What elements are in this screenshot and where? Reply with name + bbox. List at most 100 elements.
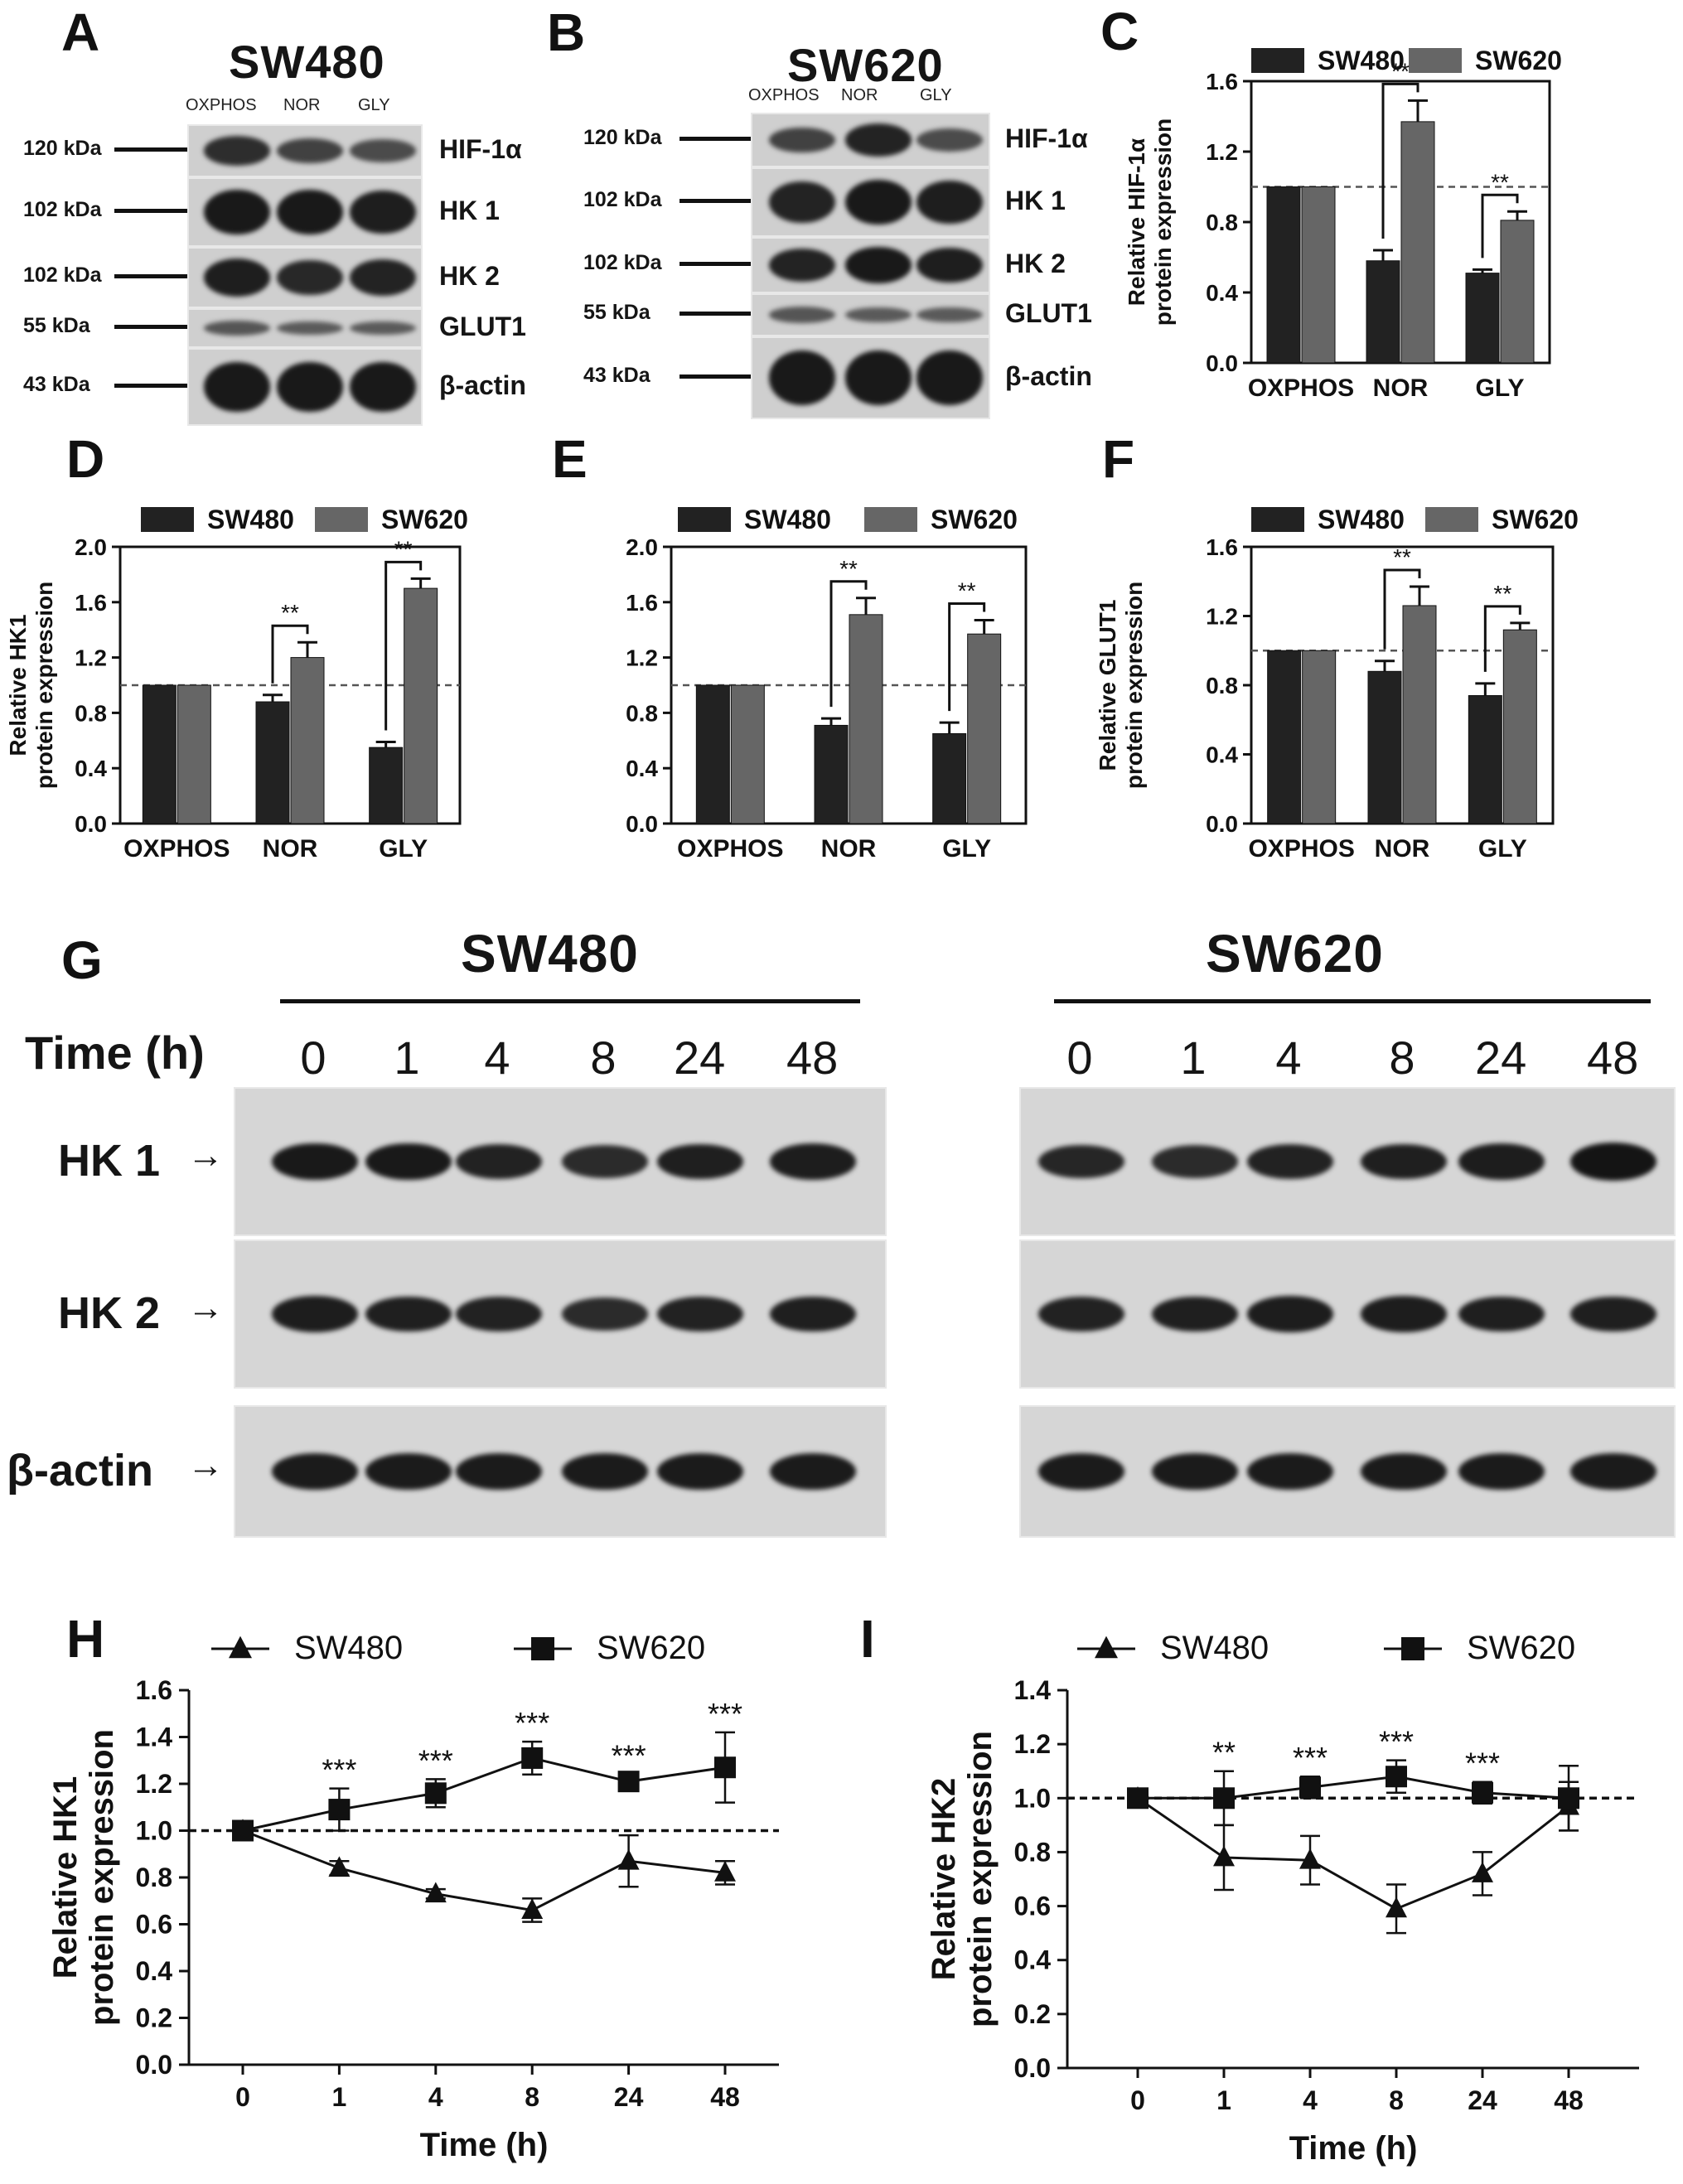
blot-band — [1038, 1453, 1124, 1490]
blot-band — [1247, 1143, 1333, 1180]
series-line — [1138, 1775, 1569, 1800]
time-label: 24 — [1475, 1032, 1527, 1084]
significance-bracket — [271, 624, 309, 684]
bar — [730, 684, 765, 824]
x-tick-label: NOR — [1373, 374, 1429, 402]
blot-band — [657, 1453, 743, 1490]
chart-legend: SW480 SW620 — [141, 505, 468, 534]
blot-strip — [751, 167, 990, 237]
legend-marker — [1401, 1637, 1424, 1660]
bar — [1367, 670, 1402, 824]
blot-strip — [187, 348, 423, 426]
data-point — [521, 1747, 544, 1769]
kda-label: 102 kDa — [583, 188, 662, 211]
data-point — [424, 1882, 447, 1903]
x-tick-label: 4 — [428, 2082, 443, 2112]
significance-marker: *** — [418, 1743, 453, 1777]
y-tick-label: 0.4 — [1014, 1945, 1052, 1975]
kda-marker-line — [114, 274, 187, 278]
y-axis-label: Relative HK1 protein expression — [5, 582, 57, 790]
panel-letter: D — [66, 429, 104, 489]
data-point — [617, 1848, 640, 1870]
y-axis-label-line: protein expression — [31, 582, 57, 790]
bar — [404, 587, 438, 824]
legend-marker — [531, 1637, 554, 1660]
legend-swatch — [1409, 48, 1462, 73]
blot-strip — [234, 1405, 887, 1538]
blot-band — [365, 1453, 452, 1490]
blot-strip — [234, 1239, 887, 1389]
significance-marker: ** — [1493, 581, 1511, 606]
x-tick-label: 1 — [332, 2082, 347, 2112]
y-tick-label: 0.0 — [1206, 811, 1238, 837]
x-tick-label: GLY — [379, 835, 428, 862]
blot-band — [272, 1296, 358, 1332]
protein-label: GLUT1 — [1005, 298, 1092, 328]
significance-marker: ** — [839, 556, 858, 582]
kda-label: 120 kDa — [23, 137, 102, 160]
y-tick-label: 1.2 — [626, 645, 658, 671]
blot-band — [770, 1453, 856, 1490]
y-tick-label: 0.0 — [1206, 350, 1238, 376]
blot-band — [1361, 1143, 1447, 1180]
blot-strip — [187, 124, 423, 177]
kda-marker-line — [679, 137, 751, 141]
data-point — [328, 1799, 351, 1821]
data-point — [232, 1819, 254, 1842]
blot-band — [1152, 1145, 1238, 1178]
kda-marker-line — [114, 209, 187, 213]
bar — [1301, 186, 1336, 364]
y-tick-label: 0.4 — [136, 1956, 173, 1986]
x-tick-label: 0 — [1130, 2085, 1145, 2115]
blot-strip — [187, 247, 423, 308]
significance-marker: ** — [394, 536, 413, 562]
data-point — [328, 1856, 351, 1877]
y-tick-label: 0.8 — [626, 700, 658, 726]
data-point — [1299, 1848, 1321, 1869]
legend-label: SW480 — [1318, 505, 1405, 534]
data-point — [714, 1861, 736, 1882]
blot-strip — [751, 113, 990, 167]
blot-band — [350, 321, 416, 336]
significance-marker: *** — [1293, 1741, 1328, 1775]
significance-marker: *** — [708, 1697, 742, 1731]
blot-band — [916, 128, 983, 152]
blot-band — [1038, 1144, 1124, 1179]
bar — [967, 633, 1002, 824]
protein-label: HK 2 — [58, 1288, 161, 1338]
significance-marker: ** — [281, 600, 299, 626]
panel-letter: C — [1100, 2, 1139, 61]
significance-marker: ** — [1491, 169, 1509, 195]
y-tick-label: 1.6 — [1206, 69, 1238, 94]
data-point — [1213, 1787, 1235, 1810]
significance-bracket — [1481, 193, 1519, 259]
y-tick-label: 1.2 — [1206, 139, 1238, 165]
significance-bracket — [829, 580, 868, 708]
data-point — [1472, 1781, 1493, 1804]
legend-label: SW480 — [1160, 1630, 1269, 1666]
significance-bracket — [384, 560, 423, 731]
kda-label: 43 kDa — [23, 373, 90, 396]
x-tick-label: 24 — [614, 2082, 644, 2112]
bar — [849, 614, 883, 824]
y-axis-label-line: Relative HK2 — [926, 1778, 962, 1981]
blot-band — [916, 180, 983, 225]
blot-band — [916, 307, 983, 323]
chart-e: E SW480 SW620 0.0 0.4 0.8 1.2 1.6 2.0 OXPHOS NOR **… — [552, 429, 1028, 862]
y-axis-label-line: Relative HIF-1α — [1124, 138, 1149, 306]
blot-band — [350, 190, 416, 234]
x-tick-label: 48 — [710, 2082, 740, 2112]
significance-marker: *** — [515, 1706, 549, 1740]
blot-band — [365, 1296, 452, 1332]
blot-band — [204, 136, 270, 166]
significance-marker: ** — [1391, 58, 1410, 84]
blot-band — [657, 1143, 743, 1180]
blot-band — [272, 1143, 358, 1181]
legend-swatch — [141, 507, 194, 532]
y-tick-label: 1.2 — [136, 1769, 172, 1799]
panel-letter-b: B — [547, 2, 586, 62]
blot-strip — [751, 237, 990, 293]
legend-swatch — [315, 507, 368, 532]
x-tick-label: NOR — [821, 835, 877, 862]
x-tick-label: OXPHOS — [677, 835, 783, 862]
